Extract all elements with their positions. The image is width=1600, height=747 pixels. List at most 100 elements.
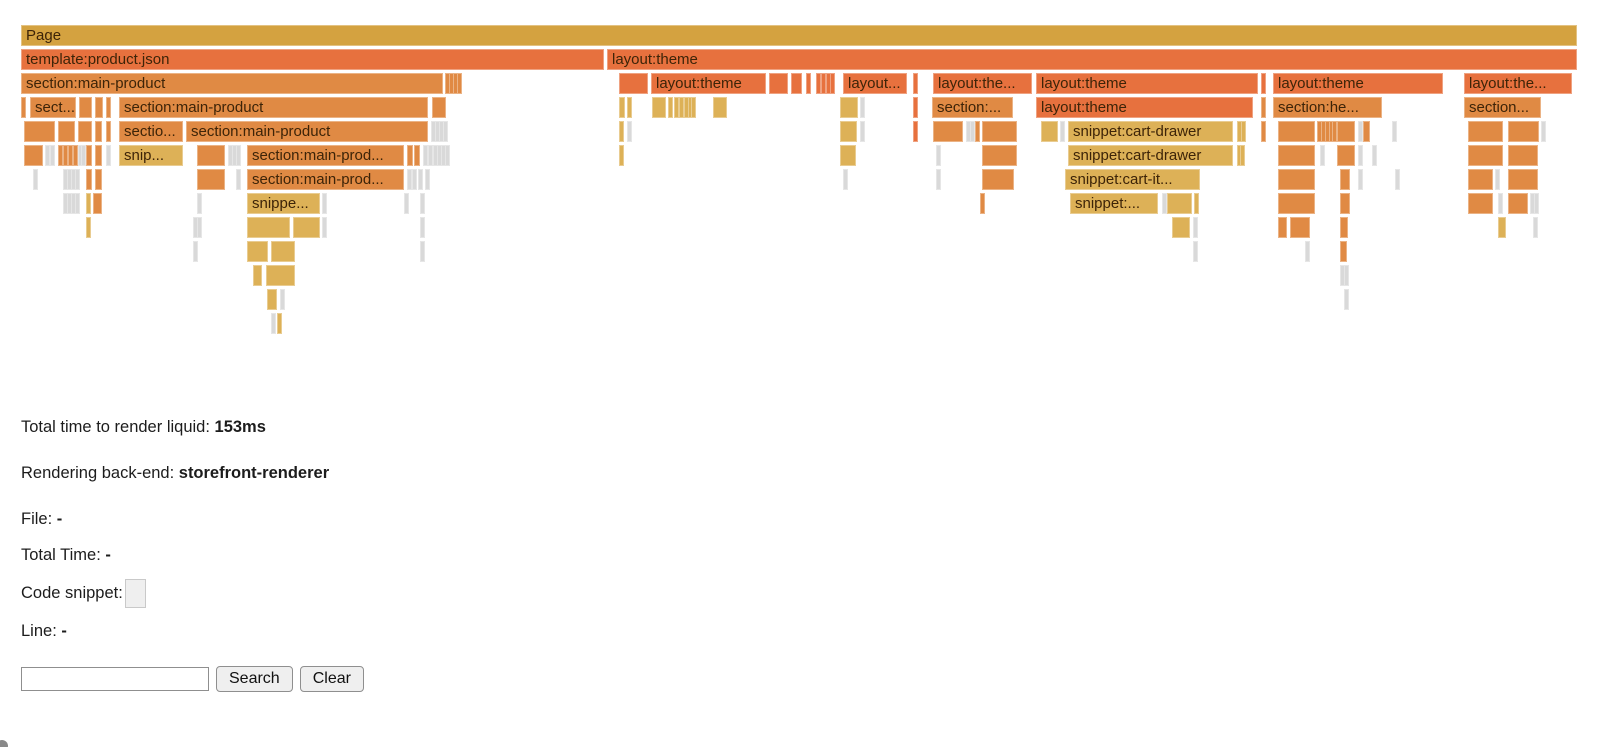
flame-block[interactable] <box>457 73 462 94</box>
flame-block[interactable] <box>79 97 92 118</box>
flame-block[interactable] <box>420 217 425 238</box>
flame-block[interactable] <box>68 145 73 166</box>
flame-block[interactable] <box>1508 121 1539 142</box>
flame-block-section-main-prod[interactable]: section:main-prod... <box>247 169 404 190</box>
flame-block[interactable] <box>860 121 865 142</box>
flame-block[interactable] <box>1468 145 1503 166</box>
flame-block[interactable] <box>913 97 918 118</box>
flame-block[interactable] <box>78 121 92 142</box>
flame-block[interactable] <box>982 145 1017 166</box>
flame-block[interactable] <box>936 169 941 190</box>
flame-block[interactable] <box>414 145 420 166</box>
flame-block[interactable] <box>86 169 92 190</box>
flame-block[interactable] <box>936 145 941 166</box>
flame-block-layout[interactable]: layout... <box>843 73 907 94</box>
flame-block[interactable] <box>1340 193 1350 214</box>
flame-block[interactable] <box>1498 193 1503 214</box>
flame-block[interactable] <box>1237 145 1242 166</box>
flame-block[interactable] <box>1498 217 1506 238</box>
flame-block[interactable] <box>980 193 985 214</box>
flame-block[interactable] <box>322 193 327 214</box>
flame-block-section-main-product[interactable]: section:main-product <box>186 121 428 142</box>
flame-block[interactable] <box>50 145 55 166</box>
flame-block-layout-the[interactable]: layout:the... <box>933 73 1032 94</box>
flame-block[interactable] <box>86 193 91 214</box>
flame-block[interactable] <box>1194 193 1199 214</box>
flame-block[interactable] <box>441 145 446 166</box>
flame-block[interactable] <box>1340 217 1348 238</box>
flame-block[interactable] <box>1329 121 1334 142</box>
flame-block[interactable] <box>197 217 202 238</box>
flame-block[interactable] <box>619 121 624 142</box>
flame-block[interactable] <box>81 145 86 166</box>
flame-block-layout-theme[interactable]: layout:theme <box>1036 97 1253 118</box>
flame-block[interactable] <box>1468 169 1493 190</box>
flame-block[interactable] <box>1530 193 1535 214</box>
flame-block-layout-theme[interactable]: layout:theme <box>651 73 766 94</box>
flame-block[interactable] <box>1541 121 1546 142</box>
flame-block[interactable] <box>860 97 865 118</box>
flame-block[interactable] <box>247 217 290 238</box>
flame-block[interactable] <box>840 145 856 166</box>
flame-block[interactable] <box>63 193 68 214</box>
flame-block-template-product-json[interactable]: template:product.json <box>21 49 604 70</box>
flame-block[interactable] <box>24 121 55 142</box>
flame-block[interactable] <box>197 169 225 190</box>
flame-block[interactable] <box>1372 145 1377 166</box>
flame-block[interactable] <box>271 241 295 262</box>
flame-block[interactable] <box>433 145 438 166</box>
flame-block[interactable] <box>197 145 225 166</box>
flame-block[interactable] <box>423 145 428 166</box>
flame-block[interactable] <box>293 217 320 238</box>
flame-block[interactable] <box>1363 121 1370 142</box>
flame-block[interactable] <box>21 97 26 118</box>
flame-block[interactable] <box>826 73 831 94</box>
flame-block[interactable] <box>71 193 76 214</box>
flame-block[interactable] <box>1392 121 1397 142</box>
flame-block[interactable] <box>412 169 417 190</box>
flame-block[interactable] <box>1325 121 1330 142</box>
flame-block[interactable] <box>1261 97 1266 118</box>
flame-block[interactable] <box>425 169 430 190</box>
flame-block[interactable] <box>1508 145 1538 166</box>
flame-block[interactable] <box>197 193 202 214</box>
flame-block[interactable] <box>1344 265 1349 286</box>
flame-block[interactable] <box>975 121 980 142</box>
flame-block[interactable] <box>1358 145 1363 166</box>
flame-block[interactable] <box>1344 289 1349 310</box>
flame-block[interactable] <box>86 217 91 238</box>
flame-block[interactable] <box>982 169 1014 190</box>
flame-block[interactable] <box>966 121 971 142</box>
flame-block[interactable] <box>688 97 693 118</box>
flame-block-section-main-product[interactable]: section:main-product <box>119 97 428 118</box>
flame-block[interactable] <box>1358 169 1363 190</box>
flame-block-section[interactable]: section... <box>1464 97 1541 118</box>
flame-block-snip[interactable]: snip... <box>119 145 183 166</box>
flame-block[interactable] <box>95 97 103 118</box>
flame-block[interactable] <box>95 169 102 190</box>
flame-block-section-main-prod[interactable]: section:main-prod... <box>247 145 404 166</box>
flame-block-snippet[interactable]: snippet:... <box>1070 193 1158 214</box>
flame-block[interactable] <box>236 169 241 190</box>
flame-block[interactable] <box>232 145 237 166</box>
flame-block-snippe[interactable]: snippe... <box>247 193 320 214</box>
search-button[interactable]: Search <box>216 666 293 692</box>
flame-block[interactable] <box>1468 121 1503 142</box>
flame-block[interactable] <box>668 97 673 118</box>
flame-block[interactable] <box>78 145 83 166</box>
flame-block[interactable] <box>443 121 448 142</box>
flame-block[interactable] <box>1261 73 1266 94</box>
flame-block[interactable] <box>75 193 80 214</box>
flame-block[interactable] <box>58 121 75 142</box>
flame-block[interactable] <box>1278 121 1315 142</box>
flame-block[interactable] <box>830 73 835 94</box>
flame-block[interactable] <box>619 145 624 166</box>
flame-block[interactable] <box>247 241 268 262</box>
flame-block-section-main-product[interactable]: section:main-product <box>21 73 443 94</box>
flame-block[interactable] <box>86 145 92 166</box>
flame-block-section[interactable]: section:... <box>932 97 1013 118</box>
flame-block-section-he[interactable]: section:he... <box>1273 97 1382 118</box>
flame-block[interactable] <box>913 121 918 142</box>
flame-block[interactable] <box>691 97 696 118</box>
flame-block[interactable] <box>1468 193 1493 214</box>
